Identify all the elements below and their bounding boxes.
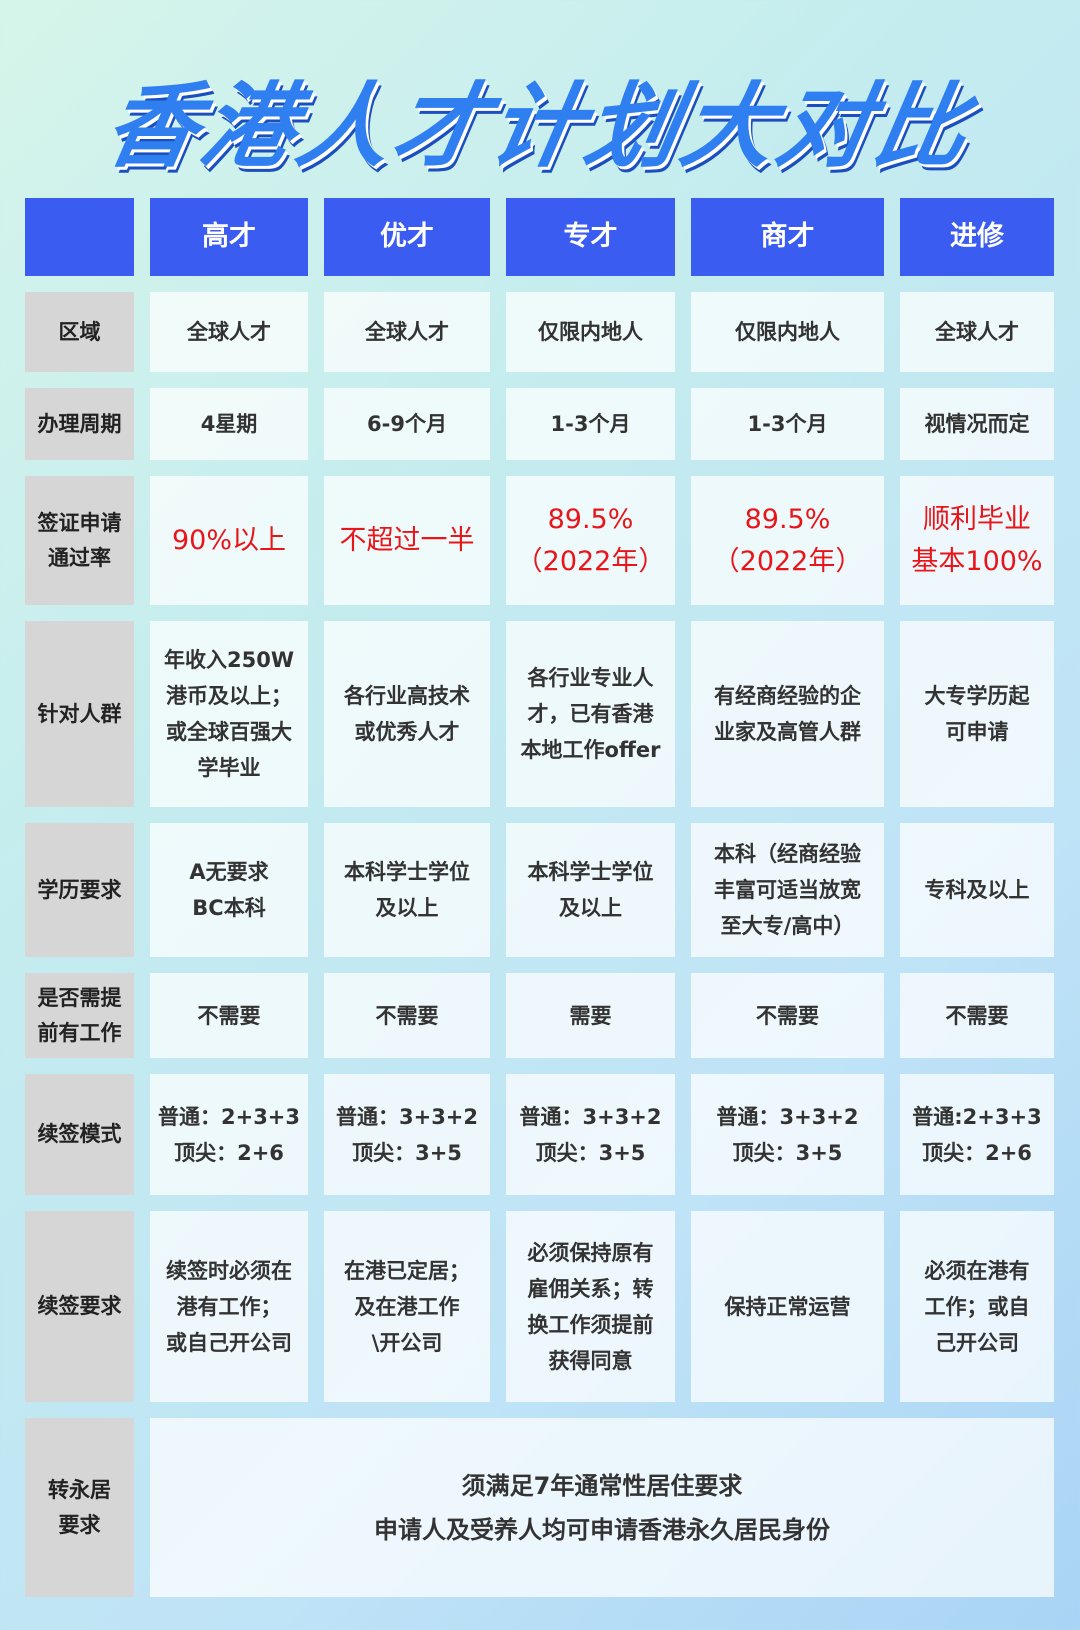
table-cell: 顺利毕业 基本100%: [900, 476, 1054, 605]
table-cell: 本科学士学位 及以上: [506, 823, 675, 957]
table-cell: 1-3个月: [506, 388, 675, 460]
comparison-table: 高才 优才 专才 商才 进修 区域 全球人才 全球人才 仅限内地人 仅限内地人 全球人才办…: [25, 198, 1054, 1597]
table-cell: 必须保持原有 雇佣关系；转 换工作须提前 获得同意: [506, 1211, 675, 1402]
table-cell: 各行业专业人 才，已有香港 本地工作offer: [506, 621, 675, 807]
row-label: 续签模式: [25, 1074, 134, 1195]
table-cell: 本科学士学位 及以上: [324, 823, 490, 957]
table-cell: 必须在港有 工作；或自 己开公司: [900, 1211, 1054, 1402]
table-cell: 大专学历起 可申请: [900, 621, 1054, 807]
table-cell: 有经商经验的企 业家及高管人群: [691, 621, 884, 807]
row-label: 续签要求: [25, 1211, 134, 1402]
table-cell: 普通：3+3+2 顶尖：3+5: [324, 1074, 490, 1195]
table-cell: 全球人才: [150, 292, 308, 372]
table-cell: 本科（经商经验 丰富可适当放宽 至大专/高中）: [691, 823, 884, 957]
column-header: 进修: [900, 198, 1054, 276]
header-corner: [25, 198, 134, 276]
table-cell: 89.5% （2022年）: [506, 476, 675, 605]
permanent-residence-cell: 须满足7年通常性居住要求 申请人及受养人均可申请香港永久居民身份: [150, 1418, 1054, 1597]
table-cell: 不需要: [324, 973, 490, 1058]
table-cell: 普通：3+3+2 顶尖：3+5: [506, 1074, 675, 1195]
table-cell: 普通：3+3+2 顶尖：3+5: [691, 1074, 884, 1195]
row-label: 办理周期: [25, 388, 134, 460]
table-cell: 4星期: [150, 388, 308, 460]
column-header: 优才: [324, 198, 490, 276]
table-cell: 90%以上: [150, 476, 308, 605]
table-cell: 各行业高技术 或优秀人才: [324, 621, 490, 807]
table-cell: 普通：2+3+3 顶尖：2+6: [150, 1074, 308, 1195]
table-cell: 普通:2+3+3 顶尖：2+6: [900, 1074, 1054, 1195]
column-header: 高才: [150, 198, 308, 276]
row-label: 转永居 要求: [25, 1418, 134, 1597]
table-cell: 不需要: [691, 973, 884, 1058]
column-header: 专才: [506, 198, 675, 276]
table-cell: 1-3个月: [691, 388, 884, 460]
table-cell: 不需要: [150, 973, 308, 1058]
table-cell: 仅限内地人: [506, 292, 675, 372]
table-cell: 续签时必须在 港有工作； 或自己开公司: [150, 1211, 308, 1402]
table-cell: 需要: [506, 973, 675, 1058]
table-cell: 89.5% （2022年）: [691, 476, 884, 605]
table-cell: 6-9个月: [324, 388, 490, 460]
table-cell: A无要求 BC本科: [150, 823, 308, 957]
table-cell: 在港已定居； 及在港工作 \开公司: [324, 1211, 490, 1402]
row-label: 学历要求: [25, 823, 134, 957]
table-cell: 仅限内地人: [691, 292, 884, 372]
row-label: 签证申请 通过率: [25, 476, 134, 605]
row-label: 是否需提 前有工作: [25, 973, 134, 1058]
table-cell: 年收入250W 港币及以上； 或全球百强大 学毕业: [150, 621, 308, 807]
table-cell: 保持正常运营: [691, 1211, 884, 1402]
table-cell: 专科及以上: [900, 823, 1054, 957]
column-header: 商才: [691, 198, 884, 276]
row-label: 区域: [25, 292, 134, 372]
row-label: 针对人群: [25, 621, 134, 807]
page-title: 香港人才计划大对比: [97, 73, 981, 180]
table-cell: 全球人才: [324, 292, 490, 372]
table-cell: 不需要: [900, 973, 1054, 1058]
table-cell: 不超过一半: [324, 476, 490, 605]
table-cell: 视情况而定: [900, 388, 1054, 460]
table-cell: 全球人才: [900, 292, 1054, 372]
